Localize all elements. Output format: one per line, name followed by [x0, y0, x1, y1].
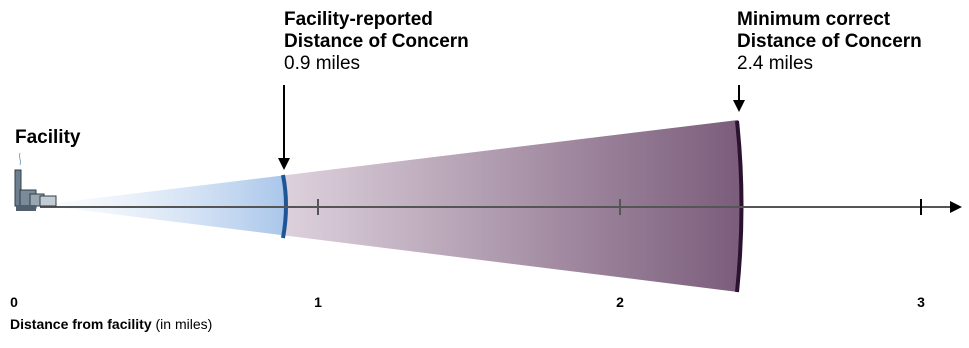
- axis-tick-label-3: 3: [917, 294, 925, 310]
- reported-boundary-arc: [281, 174, 288, 239]
- reported-distance-value: 0.9 miles: [284, 52, 361, 74]
- axis-arrowhead: [950, 201, 962, 213]
- reported-title-line2: Distance of Concern: [284, 30, 469, 52]
- reported-distance-arrow: [278, 85, 290, 170]
- correct-distance-value: 2.4 miles: [737, 52, 814, 74]
- correct-distance-annotation: Minimum correct Distance of Concern 2.4 …: [737, 9, 922, 75]
- axis-caption-bold: Distance from facility: [10, 316, 152, 332]
- reported-title-line1: Facility-reported: [284, 9, 433, 30]
- reported-distance-annotation: Facility-reported Distance of Concern 0.…: [284, 9, 469, 75]
- correct-boundary-arc: [735, 120, 744, 293]
- axis-tick-label-2: 2: [616, 294, 624, 310]
- correct-distance-arrow: [733, 85, 745, 112]
- facility-label: Facility: [15, 127, 81, 148]
- factory-icon: [14, 152, 57, 211]
- correct-title-line1: Minimum correct: [737, 9, 891, 30]
- correct-title-line2: Distance of Concern: [737, 30, 922, 52]
- axis-caption-units: (in miles): [151, 316, 213, 332]
- axis-tick-label-0: 0: [10, 294, 18, 310]
- axis-tick-label-1: 1: [314, 294, 322, 310]
- axis-caption: Distance from facility (in miles): [10, 316, 212, 332]
